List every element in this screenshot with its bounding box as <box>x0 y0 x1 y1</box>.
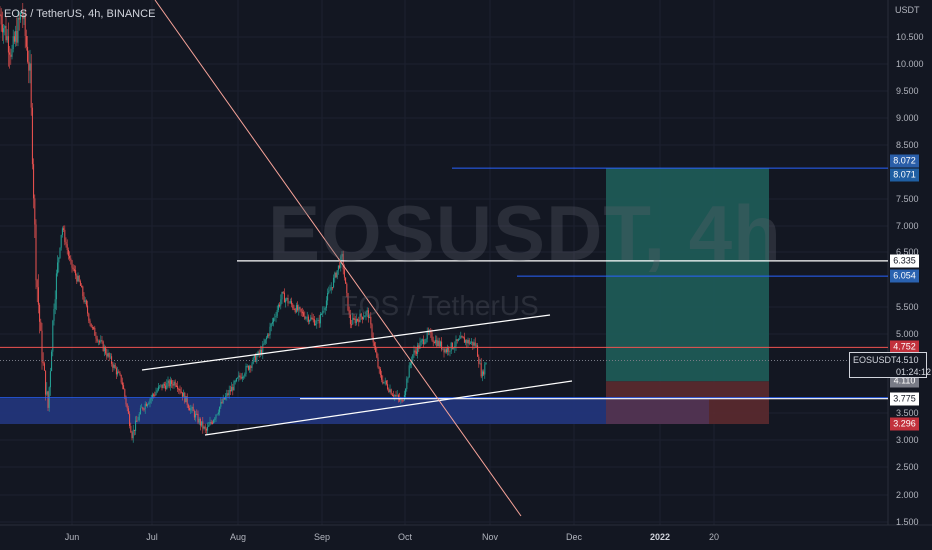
time-tick-label: Nov <box>481 532 499 542</box>
last-price-value: 4.510 <box>896 355 919 365</box>
price-tick-label: 8.500 <box>896 140 919 150</box>
price-tick-label: 1.500 <box>896 517 919 527</box>
time-tick-label: Oct <box>397 532 413 542</box>
price-label: 6.054 <box>890 269 919 283</box>
price-tick-label: 5.000 <box>896 329 919 339</box>
price-tick-label: 10.500 <box>896 32 924 42</box>
price-tick-label: 3.500 <box>896 408 919 418</box>
time-tick-label: Jul <box>146 532 158 542</box>
last-price-tag: EOSUSDT 4.510 01:24:12 <box>849 352 931 378</box>
time-tick-label: Dec <box>565 532 583 542</box>
demand-zone <box>0 398 606 425</box>
price-tick-label: 10.000 <box>896 59 924 69</box>
symbol-header[interactable]: EOS / TetherUS, 4h, BINANCE <box>4 8 155 20</box>
bar-countdown: 01:24:12 <box>896 367 932 377</box>
price-tick-label: 2.500 <box>896 462 919 472</box>
price-tick-label: 5.500 <box>896 302 919 312</box>
price-label: 8.071 <box>890 168 919 182</box>
descending-trendline <box>154 0 522 517</box>
price-label: 3.775 <box>890 392 919 406</box>
price-axis-unit: USDT <box>895 5 920 15</box>
last-price-symbol: EOSUSDT <box>853 355 897 365</box>
symbol-label: EOS / TetherUS, 4h, BINANCE <box>4 8 156 20</box>
time-tick-label: Jun <box>64 532 80 542</box>
price-tick-label: 3.000 <box>896 435 919 445</box>
price-label: 4.110 <box>890 374 919 388</box>
take-profit-zone <box>606 168 769 382</box>
price-tick-label: 9.000 <box>896 113 919 123</box>
price-tick-label: 9.500 <box>896 86 919 96</box>
price-tick-label: 6.500 <box>896 247 919 257</box>
watermark-pair: EOS / TetherUS <box>340 290 539 321</box>
price-tick-label: 7.500 <box>896 194 919 204</box>
channel-upper-line <box>141 314 551 371</box>
price-label: 3.296 <box>890 417 919 431</box>
time-tick-label: Aug <box>229 532 247 542</box>
time-tick-label: 20 <box>708 532 720 542</box>
zone-overlap <box>606 398 709 425</box>
channel-lower-line <box>204 380 573 436</box>
price-label: 4.752 <box>890 340 919 354</box>
price-label: 8.072 <box>890 154 919 168</box>
time-tick-label: 2022 <box>649 532 671 542</box>
watermark-ticker: EOSUSDT, 4h <box>268 189 782 277</box>
price-label: 6.335 <box>890 254 919 268</box>
price-tick-label: 2.000 <box>896 490 919 500</box>
price-tick-label: 7.000 <box>896 221 919 231</box>
time-tick-label: Sep <box>313 532 331 542</box>
